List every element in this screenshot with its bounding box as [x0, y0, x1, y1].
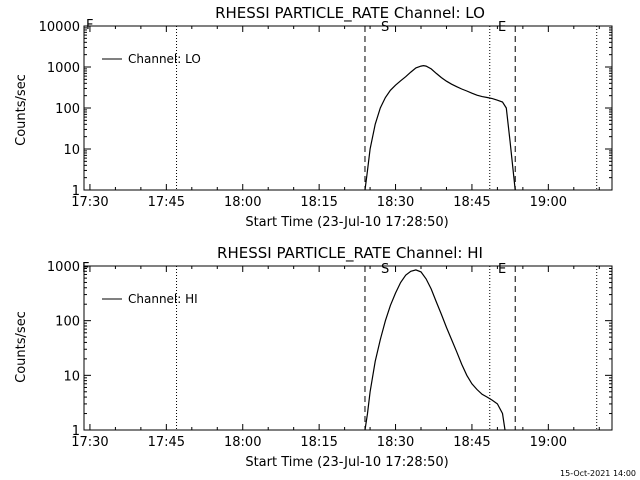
y-tick-label-lo: 1000: [47, 61, 80, 76]
legend-entry-lo: Channel: LO: [128, 52, 201, 66]
generation-timestamp: 15-Oct-2021 14:00: [560, 469, 636, 478]
legend-lo: Channel: LO: [102, 52, 201, 66]
x-tick-label-hi: 17:45: [148, 435, 185, 450]
x-tick-label-lo: 18:00: [224, 195, 261, 210]
chart-title-lo: RHESSI PARTICLE_RATE Channel: LO: [215, 4, 485, 23]
plot-frame-hi: [83, 265, 613, 431]
y-axis-label-lo: Counts/sec: [14, 74, 29, 146]
series-line-lo: [364, 64, 516, 191]
y-tick-label-lo: 10: [63, 143, 80, 158]
x-tick-label-hi: 17:30: [71, 435, 108, 450]
plot-panel-hi: RHESSI PARTICLE_RATE Channel: HI Counts/…: [14, 244, 613, 470]
x-tick-label-lo: 18:15: [300, 195, 337, 210]
x-tick-label-hi: 18:45: [453, 435, 490, 450]
y-tick-label-hi: 100: [55, 315, 80, 330]
y-tick-label-hi: 1000: [47, 260, 80, 275]
start-marker-label-hi: S: [381, 262, 389, 277]
legend-hi: Channel: HI: [102, 292, 198, 306]
start-marker-label-lo: S: [381, 20, 389, 35]
y-tick-label-hi: 10: [63, 369, 80, 384]
x-tick-label-hi: 18:15: [300, 435, 337, 450]
x-axis-label-lo: Start Time (23-Jul-10 17:28:50): [245, 215, 448, 230]
series-line-hi: [364, 269, 506, 431]
end-marker-label-hi: E: [498, 262, 506, 277]
end-marker-label-lo: E: [498, 20, 506, 35]
x-tick-label-lo: 18:30: [377, 195, 414, 210]
x-tick-label-lo: 17:45: [148, 195, 185, 210]
x-tick-label-lo: 17:30: [71, 195, 108, 210]
x-tick-label-hi: 18:30: [377, 435, 414, 450]
x-tick-label-hi: 18:00: [224, 435, 261, 450]
chart-title-hi: RHESSI PARTICLE_RATE Channel: HI: [217, 244, 483, 263]
y-tick-label-lo: 100: [55, 102, 80, 117]
plot-panel-lo: RHESSI PARTICLE_RATE Channel: LO Counts/…: [14, 4, 613, 230]
y-tick-label-hi: 1: [72, 424, 80, 439]
y-tick-label-lo: 10000: [39, 20, 80, 35]
x-tick-label-lo: 18:45: [453, 195, 490, 210]
x-tick-label-hi: 19:00: [530, 435, 567, 450]
x-axis-label-hi: Start Time (23-Jul-10 17:28:50): [245, 455, 448, 470]
x-tick-label-lo: 19:00: [530, 195, 567, 210]
y-tick-label-lo: 1: [72, 184, 80, 199]
legend-entry-hi: Channel: HI: [128, 292, 198, 306]
y-axis-label-hi: Counts/sec: [14, 311, 29, 383]
